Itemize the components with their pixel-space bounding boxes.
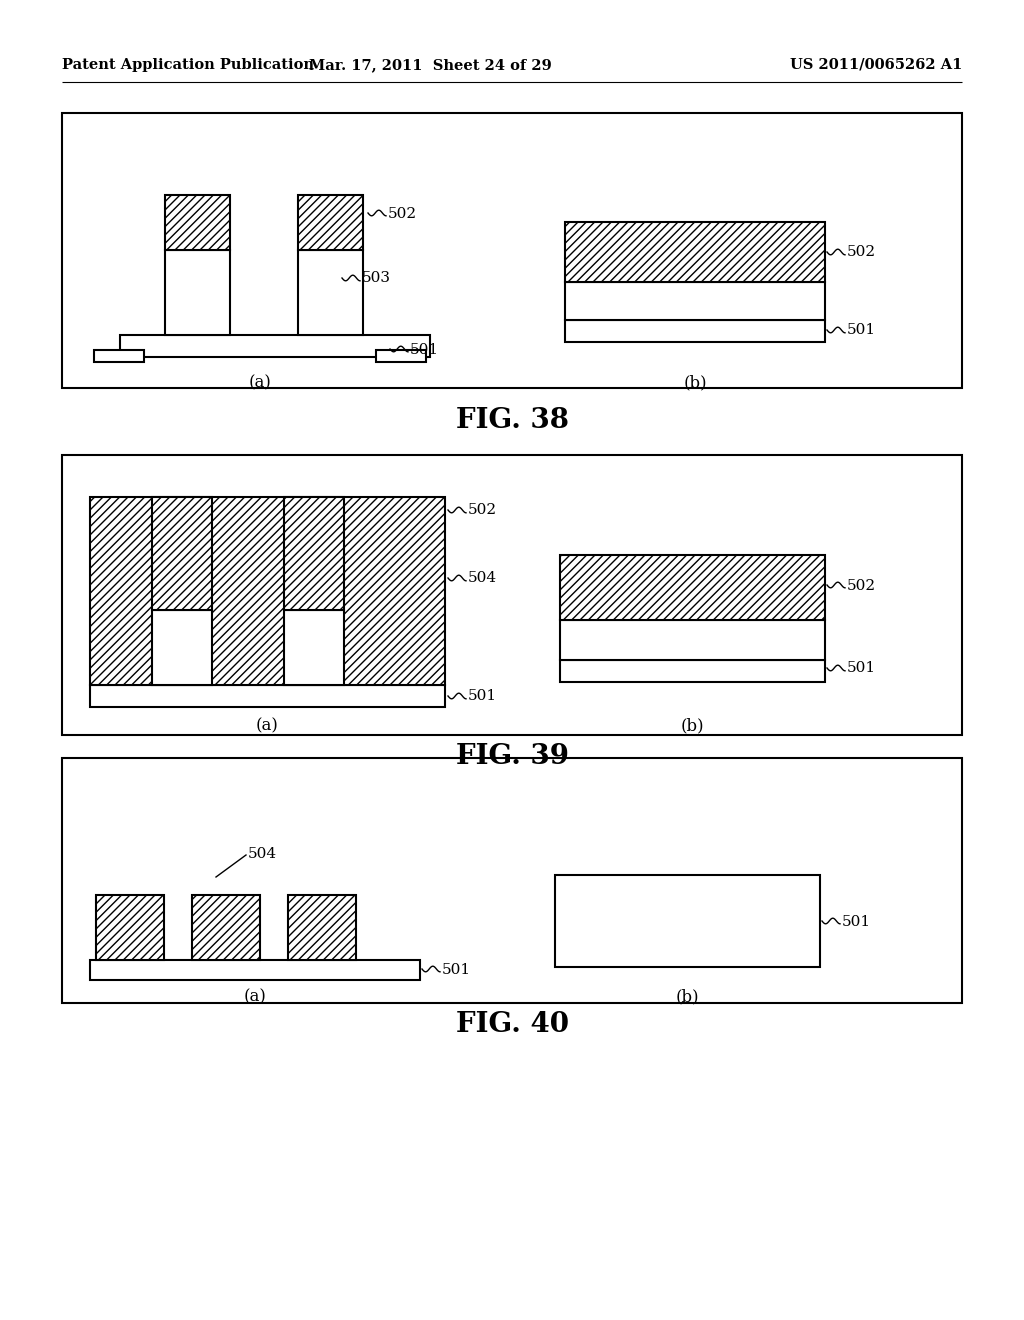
Text: (b): (b) xyxy=(681,718,705,734)
Bar xyxy=(90,498,445,685)
Text: (a): (a) xyxy=(244,989,266,1006)
Text: US 2011/0065262 A1: US 2011/0065262 A1 xyxy=(790,58,962,73)
Text: 504: 504 xyxy=(468,572,497,586)
Text: FIG. 40: FIG. 40 xyxy=(456,1011,568,1039)
Bar xyxy=(298,249,362,335)
Text: 501: 501 xyxy=(847,323,877,338)
Text: 501: 501 xyxy=(468,689,497,704)
Bar xyxy=(165,249,230,335)
Bar xyxy=(298,195,362,249)
Text: 501: 501 xyxy=(842,915,871,928)
Bar xyxy=(555,875,820,968)
Text: 503: 503 xyxy=(362,272,391,285)
Bar xyxy=(94,350,144,362)
Bar xyxy=(120,335,430,356)
Bar xyxy=(96,895,164,960)
Bar xyxy=(193,895,260,960)
Text: 504: 504 xyxy=(248,847,278,861)
Bar xyxy=(288,895,356,960)
Text: 501: 501 xyxy=(410,342,439,356)
Text: Mar. 17, 2011  Sheet 24 of 29: Mar. 17, 2011 Sheet 24 of 29 xyxy=(308,58,551,73)
Text: 502: 502 xyxy=(388,206,417,220)
Bar xyxy=(560,660,825,682)
Text: 501: 501 xyxy=(847,661,877,676)
Text: 502: 502 xyxy=(847,578,877,593)
Bar xyxy=(560,620,825,660)
Bar xyxy=(560,554,825,620)
Bar xyxy=(152,498,212,610)
Text: FIG. 38: FIG. 38 xyxy=(456,407,568,433)
Bar xyxy=(284,498,344,610)
Text: FIG. 39: FIG. 39 xyxy=(456,743,568,771)
Bar xyxy=(565,319,825,342)
Text: 501: 501 xyxy=(442,962,471,977)
Bar xyxy=(284,610,344,685)
Text: (a): (a) xyxy=(256,718,279,734)
Text: 502: 502 xyxy=(847,246,877,260)
Bar xyxy=(62,455,962,735)
Bar xyxy=(152,610,212,685)
Text: 502: 502 xyxy=(468,503,497,517)
Bar xyxy=(62,758,962,1003)
Bar xyxy=(565,282,825,319)
Bar xyxy=(62,114,962,388)
Bar xyxy=(90,960,420,979)
Text: (a): (a) xyxy=(249,375,271,392)
Bar xyxy=(90,685,445,708)
Text: Patent Application Publication: Patent Application Publication xyxy=(62,58,314,73)
Bar xyxy=(565,222,825,282)
Text: (b): (b) xyxy=(676,989,699,1006)
Bar xyxy=(376,350,426,362)
Bar xyxy=(165,195,230,249)
Text: (b): (b) xyxy=(683,375,707,392)
